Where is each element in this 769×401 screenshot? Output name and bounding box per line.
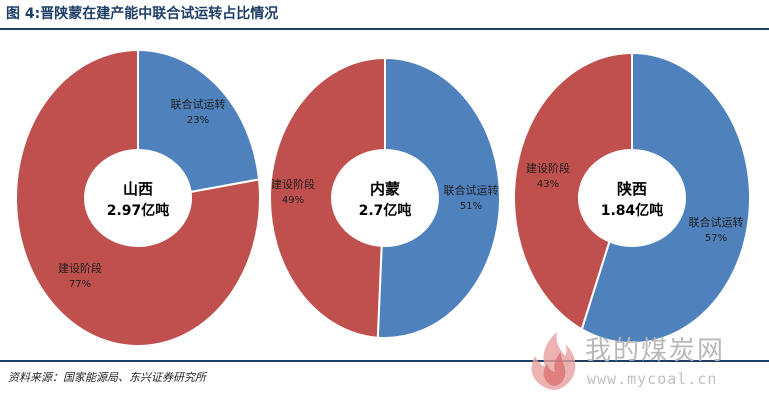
- donut-slice-construction: [15, 48, 261, 347]
- slice-label: 建设阶段: [526, 161, 570, 175]
- source-note: 资料来源：国家能源局、东兴证券研究所: [8, 371, 206, 384]
- slice-percent-label: 51%: [460, 201, 482, 212]
- center-capacity-label: 1.84亿吨: [601, 202, 664, 219]
- slice-label: 联合试运转: [444, 183, 499, 197]
- slice-percent-label: 77%: [69, 279, 91, 290]
- chart-title: 图 4:晋陕蒙在建产能中联合试运转占比情况: [6, 6, 279, 22]
- watermark-site-name: 我的煤炭网: [585, 336, 726, 366]
- center-capacity-label: 2.7亿吨: [359, 202, 412, 219]
- slice-label: 建设阶段: [271, 177, 315, 191]
- slice-percent-label: 57%: [705, 233, 727, 244]
- donut-charts: 联合试运转23%建设阶段77%山西2.97亿吨联合试运转51%建设阶段49%内蒙…: [15, 48, 751, 347]
- slice-percent-label: 23%: [187, 115, 209, 126]
- center-region-label: 山西: [123, 180, 153, 198]
- slice-percent-label: 49%: [282, 195, 304, 206]
- donut-slice-construction: [513, 51, 633, 331]
- watermark-url: www.mycoal.cn: [587, 370, 718, 388]
- source-divider: [0, 360, 769, 362]
- slice-label: 联合试运转: [689, 215, 744, 229]
- slice-percent-label: 43%: [537, 179, 559, 190]
- slice-label: 建设阶段: [58, 261, 102, 275]
- title-divider: [0, 28, 769, 30]
- flame-logo-icon: [531, 332, 576, 390]
- center-region-label: 陕西: [617, 180, 647, 198]
- donut-slice-joint-trial: [137, 48, 261, 194]
- center-region-label: 内蒙: [370, 180, 400, 198]
- center-capacity-label: 2.97亿吨: [107, 202, 170, 219]
- watermark: 我的煤炭网 www.mycoal.cn: [525, 326, 765, 396]
- slice-label: 联合试运转: [171, 97, 226, 111]
- donut-slice-construction: [269, 56, 386, 339]
- donut-slice-joint-trial: [376, 56, 501, 339]
- donut-slice-joint-trial: [580, 51, 751, 344]
